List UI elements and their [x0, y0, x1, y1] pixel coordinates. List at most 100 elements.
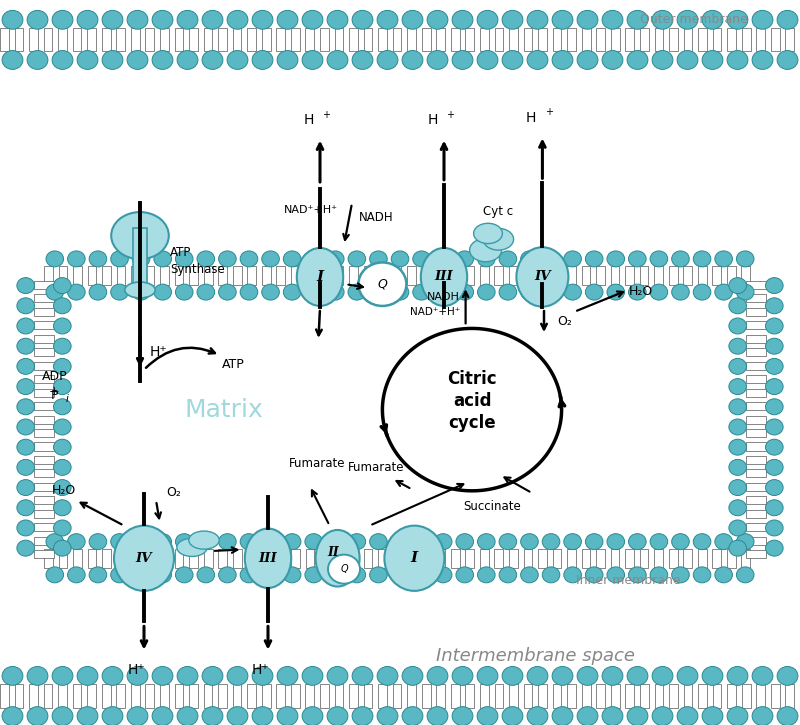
- Bar: [34, 281, 54, 289]
- Circle shape: [102, 666, 123, 685]
- Circle shape: [694, 284, 711, 300]
- Circle shape: [427, 707, 448, 725]
- Bar: [640, 266, 649, 285]
- Bar: [218, 28, 227, 51]
- Bar: [746, 294, 766, 302]
- Bar: [320, 266, 329, 285]
- Circle shape: [252, 51, 273, 70]
- Text: Citric
acid
cycle: Citric acid cycle: [447, 370, 497, 432]
- Circle shape: [17, 338, 34, 355]
- Circle shape: [715, 534, 733, 550]
- Bar: [596, 28, 605, 51]
- Circle shape: [54, 378, 71, 394]
- Bar: [393, 266, 402, 285]
- Circle shape: [52, 666, 73, 685]
- Ellipse shape: [421, 248, 467, 306]
- Circle shape: [54, 480, 71, 496]
- Circle shape: [391, 567, 409, 583]
- Circle shape: [197, 284, 214, 300]
- Circle shape: [391, 284, 409, 300]
- Bar: [582, 549, 590, 568]
- Bar: [436, 549, 445, 568]
- Text: Inner membrane: Inner membrane: [576, 573, 681, 587]
- Ellipse shape: [297, 248, 343, 306]
- Bar: [364, 684, 372, 708]
- Bar: [146, 28, 154, 51]
- Circle shape: [452, 10, 473, 29]
- Circle shape: [348, 284, 366, 300]
- Bar: [640, 549, 649, 568]
- Circle shape: [202, 51, 223, 70]
- Circle shape: [586, 567, 603, 583]
- Circle shape: [564, 567, 582, 583]
- Circle shape: [652, 707, 673, 725]
- Circle shape: [202, 707, 223, 725]
- Bar: [34, 321, 54, 329]
- Bar: [407, 684, 416, 708]
- Ellipse shape: [114, 526, 174, 591]
- Circle shape: [434, 567, 452, 583]
- Circle shape: [102, 10, 123, 29]
- Circle shape: [413, 534, 430, 550]
- Bar: [451, 684, 460, 708]
- Circle shape: [777, 51, 798, 70]
- Circle shape: [152, 666, 173, 685]
- Bar: [291, 684, 300, 708]
- Circle shape: [434, 284, 452, 300]
- Bar: [669, 28, 678, 51]
- Bar: [204, 549, 213, 568]
- Bar: [262, 549, 270, 568]
- Text: Fumarate: Fumarate: [348, 461, 404, 474]
- Bar: [44, 684, 52, 708]
- Text: H₂O: H₂O: [629, 285, 653, 298]
- Bar: [713, 266, 721, 285]
- Circle shape: [702, 51, 723, 70]
- Circle shape: [402, 51, 423, 70]
- Bar: [29, 28, 38, 51]
- Bar: [34, 523, 54, 531]
- Circle shape: [766, 439, 783, 455]
- Circle shape: [607, 251, 625, 267]
- Circle shape: [17, 298, 34, 314]
- Bar: [29, 684, 38, 708]
- Bar: [451, 28, 460, 51]
- Bar: [73, 684, 82, 708]
- Bar: [276, 684, 285, 708]
- Circle shape: [358, 262, 406, 306]
- Bar: [582, 684, 590, 708]
- Bar: [204, 28, 212, 51]
- Bar: [746, 456, 766, 464]
- Circle shape: [352, 666, 373, 685]
- Ellipse shape: [315, 530, 359, 587]
- Circle shape: [766, 419, 783, 435]
- Circle shape: [283, 567, 301, 583]
- Circle shape: [348, 567, 366, 583]
- Bar: [553, 549, 562, 568]
- Circle shape: [227, 51, 248, 70]
- Bar: [669, 684, 678, 708]
- Circle shape: [175, 251, 193, 267]
- Bar: [102, 549, 111, 568]
- Bar: [746, 469, 766, 478]
- Bar: [34, 335, 54, 343]
- Circle shape: [477, 666, 498, 685]
- Circle shape: [54, 358, 71, 374]
- Bar: [44, 266, 53, 285]
- Bar: [247, 684, 256, 708]
- Circle shape: [54, 298, 71, 314]
- Circle shape: [197, 251, 214, 267]
- Circle shape: [154, 251, 171, 267]
- Circle shape: [586, 534, 603, 550]
- Circle shape: [737, 251, 754, 267]
- Circle shape: [17, 500, 34, 515]
- Bar: [596, 266, 605, 285]
- Bar: [683, 549, 692, 568]
- Bar: [204, 684, 212, 708]
- Circle shape: [177, 51, 198, 70]
- Text: ADP
+: ADP +: [42, 370, 67, 398]
- Circle shape: [154, 567, 171, 583]
- Circle shape: [54, 399, 71, 415]
- Circle shape: [729, 439, 746, 455]
- Bar: [771, 684, 780, 708]
- Circle shape: [478, 567, 495, 583]
